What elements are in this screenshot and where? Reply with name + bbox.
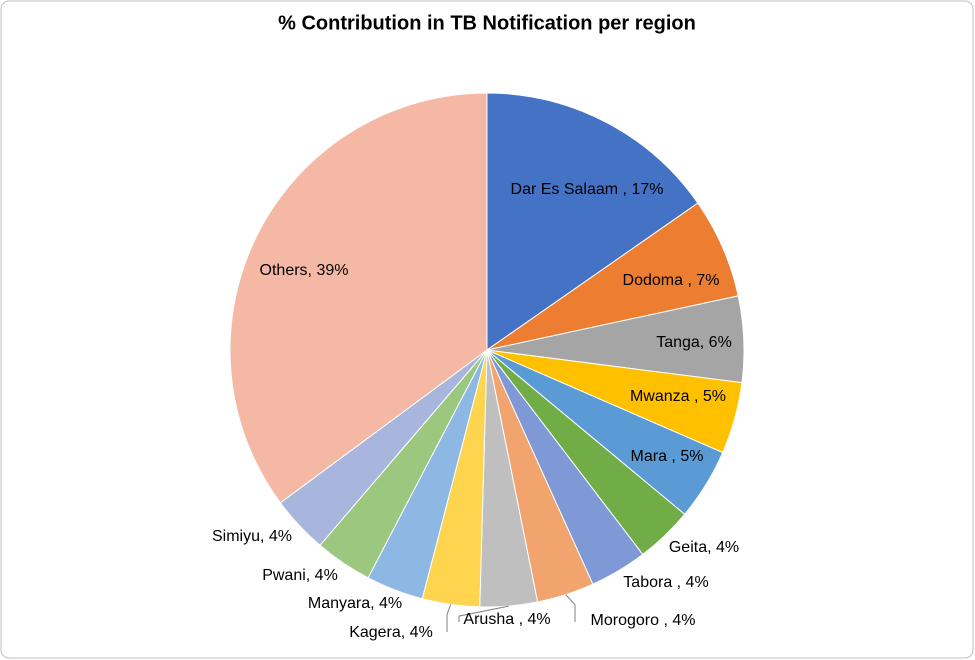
leader-line — [565, 594, 576, 622]
data-label: Arusha , 4% — [463, 611, 550, 628]
pie-slice — [229, 92, 488, 504]
data-label: Dodoma , 7% — [623, 272, 720, 289]
data-label: Pwani, 4% — [262, 567, 338, 584]
data-label: Morogoro , 4% — [591, 612, 696, 629]
leader-line — [446, 604, 452, 632]
data-label: Others, 39% — [260, 262, 349, 279]
data-label: Tanga, 6% — [656, 334, 732, 351]
data-label: Kagera, 4% — [349, 624, 433, 641]
data-label: Manyara, 4% — [308, 595, 402, 612]
data-label: Tabora , 4% — [623, 574, 708, 591]
data-label: Mara , 5% — [631, 448, 704, 465]
pie-slice — [486, 92, 699, 351]
data-label: Simiyu, 4% — [212, 528, 292, 545]
data-label: Dar Es Salaam , 17% — [511, 181, 664, 198]
leader-line — [458, 605, 509, 622]
data-label: Geita, 4% — [669, 539, 739, 556]
pie: Dar Es Salaam , 17% Dodoma , 7% Tanga, 6% M… — [212, 92, 745, 641]
chart-title: % Contribution in TB Notification per re… — [278, 12, 696, 34]
data-label: Mwanza , 5% — [630, 388, 726, 405]
